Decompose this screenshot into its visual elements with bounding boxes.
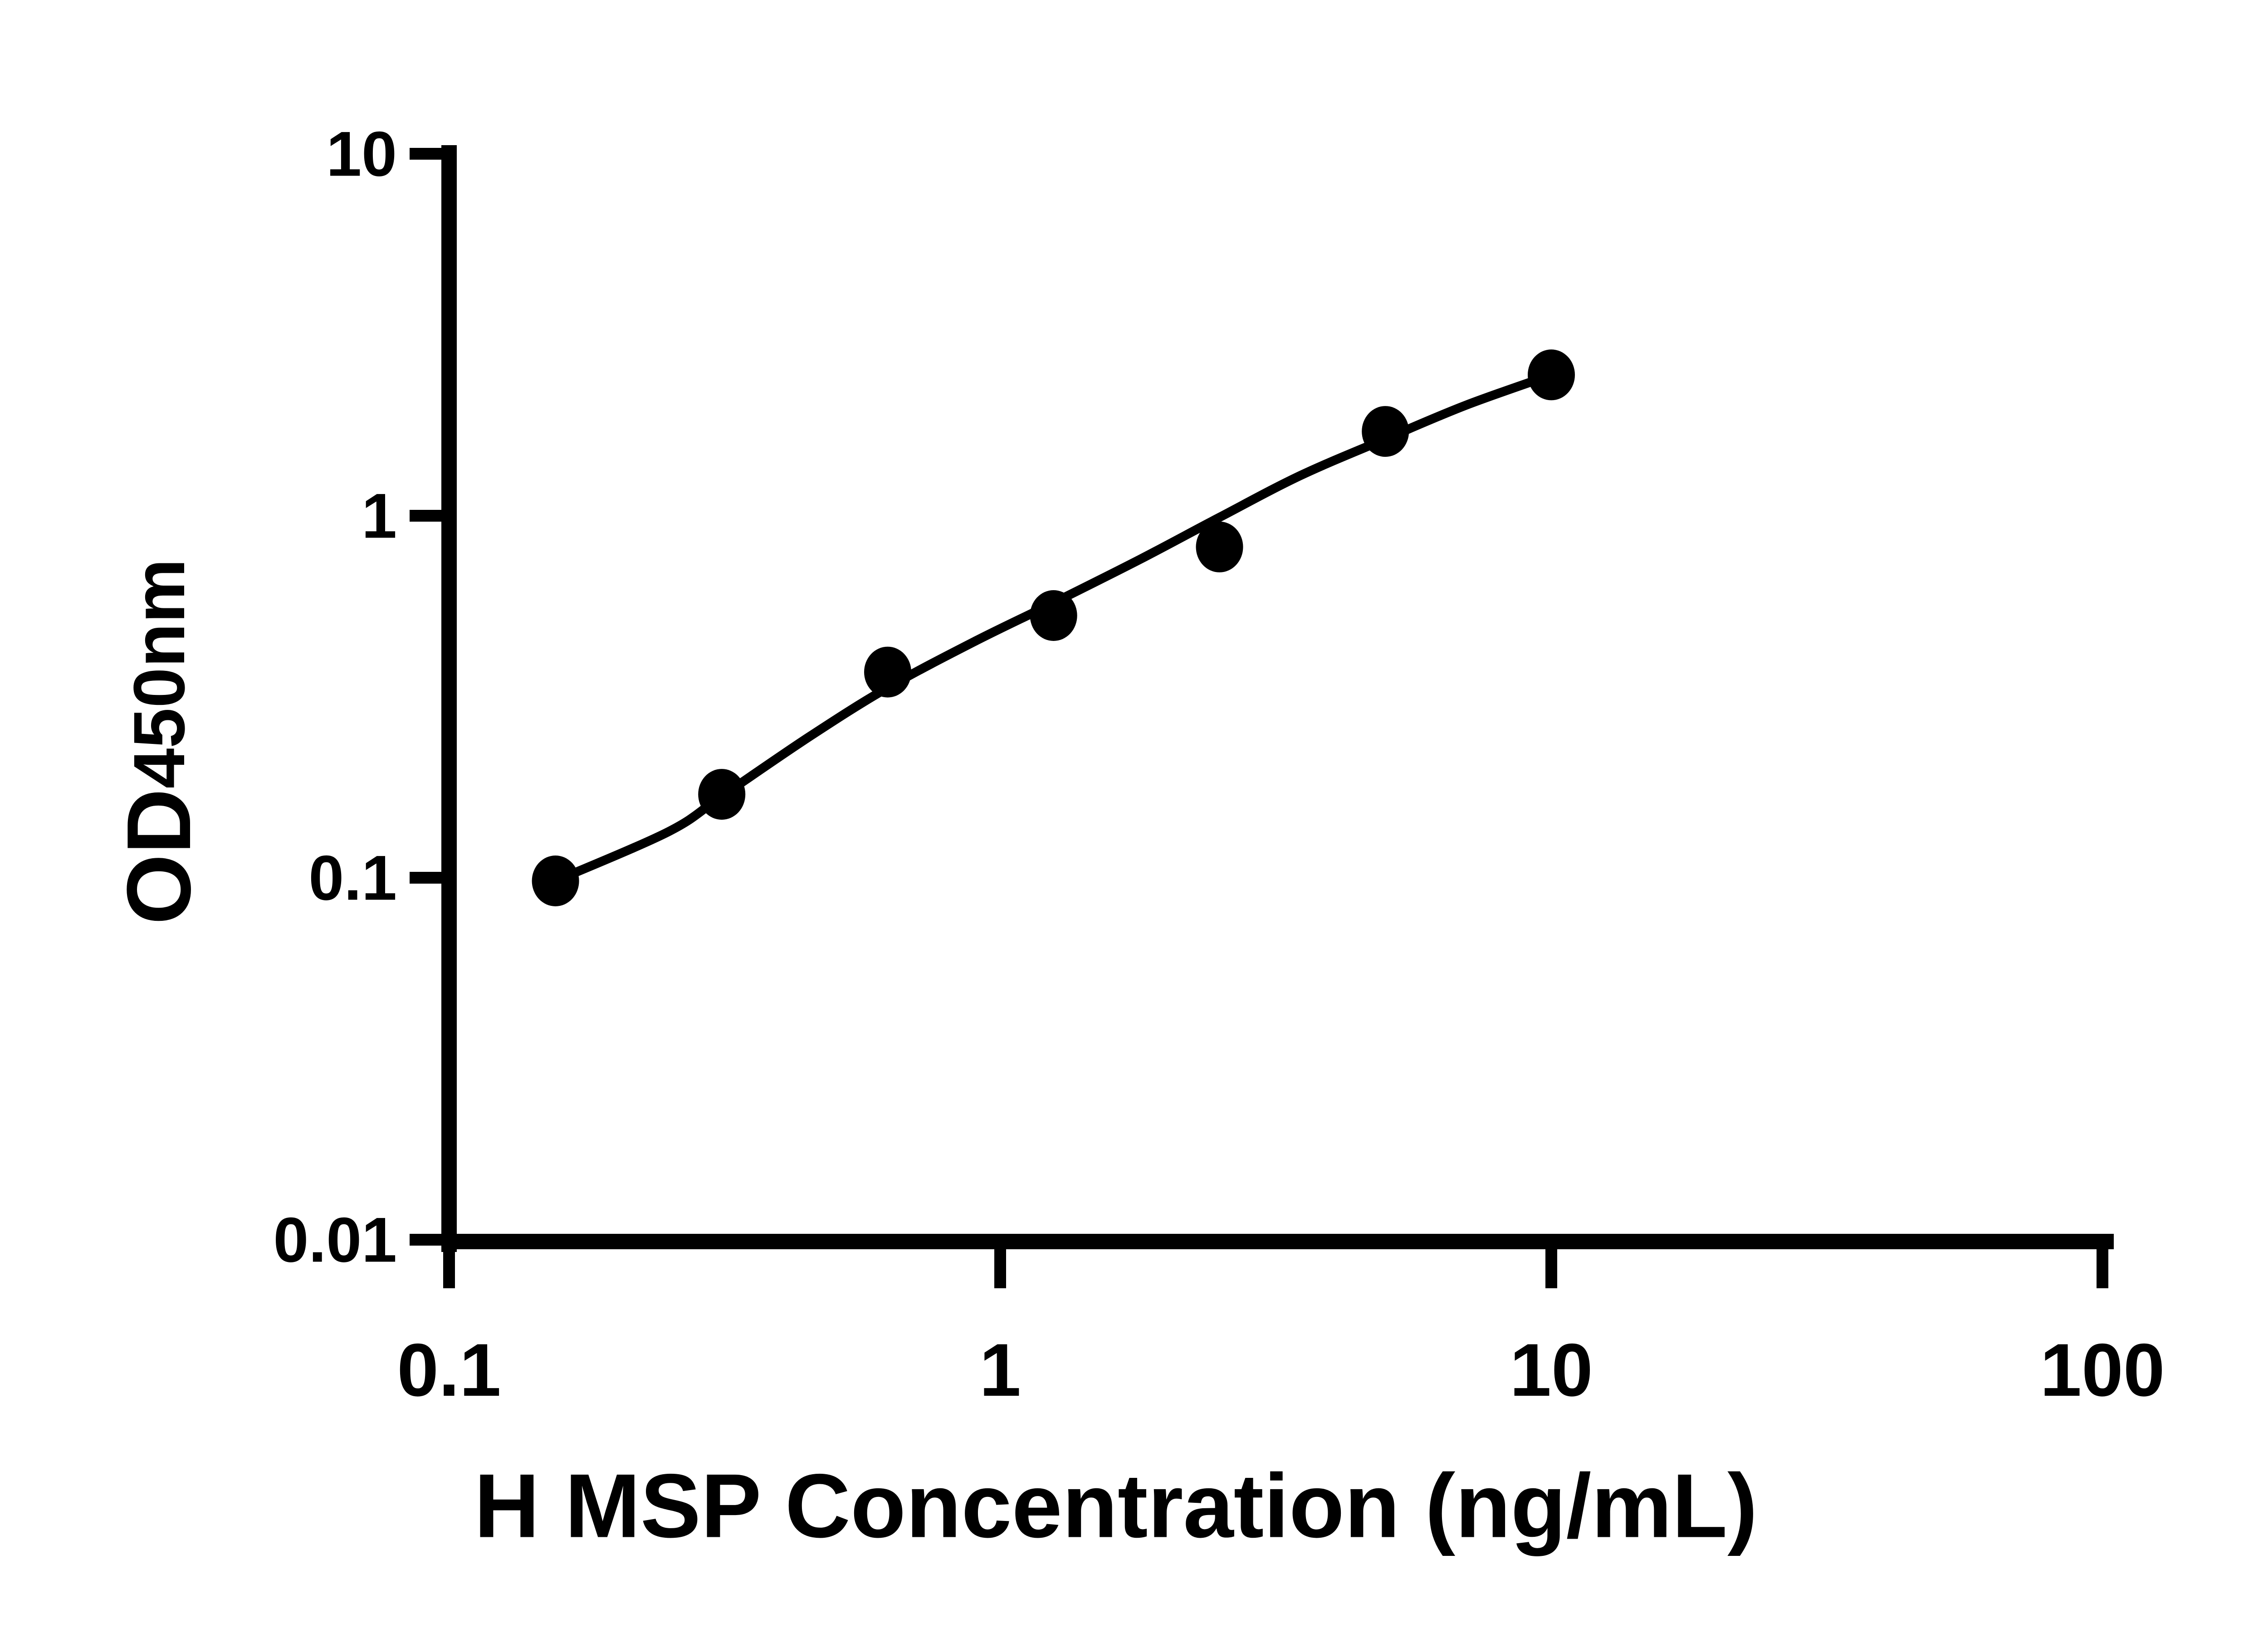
data-point xyxy=(698,769,746,820)
x-tick-label-100: 100 xyxy=(2040,1328,2165,1412)
y-axis-title-sub: 450nm xyxy=(118,559,200,789)
x-tick-label-1: 1 xyxy=(979,1328,1021,1412)
y-tick-label-0.1: 0.1 xyxy=(308,842,397,914)
x-tick-label-0.1: 0.1 xyxy=(397,1328,501,1412)
data-point xyxy=(1528,349,1575,401)
data-point xyxy=(1030,590,1077,641)
x-axis-title: H MSP Concentration (ng/mL) xyxy=(474,1456,1758,1557)
y-axis-title-main: OD xyxy=(108,788,210,924)
data-point xyxy=(1196,521,1243,572)
y-axis-title: OD450nm xyxy=(108,559,210,925)
y-tick-label-0.01: 0.01 xyxy=(274,1204,397,1276)
data-point xyxy=(1362,406,1409,457)
svg-text:OD450nm: OD450nm xyxy=(108,559,210,925)
data-point xyxy=(532,856,579,906)
y-tick-label-10: 10 xyxy=(326,118,397,190)
data-point-group xyxy=(532,349,1575,906)
y-tick-label-1: 1 xyxy=(362,480,397,552)
x-tick-label-10: 10 xyxy=(1510,1328,1593,1412)
data-point xyxy=(864,646,911,698)
